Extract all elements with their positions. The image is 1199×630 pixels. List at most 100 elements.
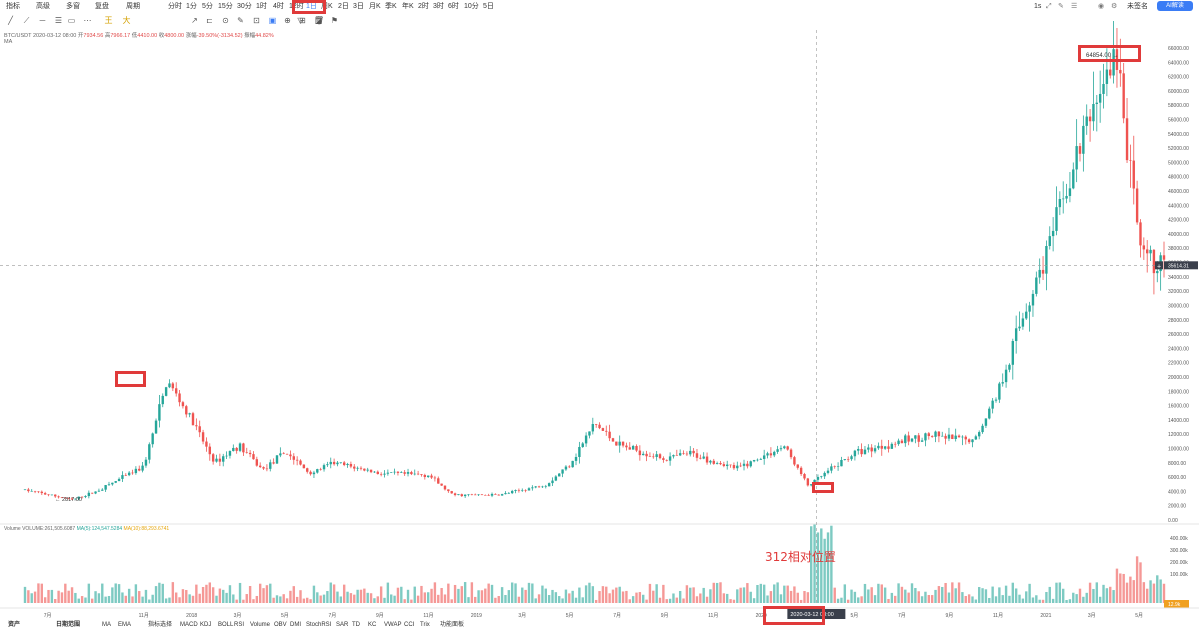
advanced-button[interactable]: 高级: [36, 3, 50, 10]
bottom-tab-12[interactable]: StochRSI: [306, 622, 332, 628]
edit-icon[interactable]: ✎: [1058, 3, 1064, 10]
fib-tool-icon[interactable]: 大: [122, 16, 131, 25]
bottom-tab-10[interactable]: OBV: [274, 622, 287, 628]
candle: [581, 443, 584, 447]
settings-icon[interactable]: ⚙: [1111, 3, 1118, 10]
alert-icon[interactable]: ⚑: [330, 16, 339, 25]
volume-bar: [121, 592, 124, 603]
volume-bar: [584, 585, 588, 603]
price-axis-label: 60000.00: [1168, 89, 1189, 95]
settings-icon[interactable]: ◪: [314, 16, 323, 25]
fib-icon[interactable]: ↗: [191, 16, 198, 25]
chart-settings-icon[interactable]: ☰: [1071, 3, 1078, 10]
bottom-tab-15[interactable]: KC: [368, 622, 377, 628]
visibility-icon[interactable]: ⊕: [284, 16, 291, 25]
interval-1y[interactable]: 年K: [402, 3, 414, 10]
bottom-tab-9[interactable]: Volume: [250, 622, 271, 628]
filter-icon[interactable]: ▽: [297, 16, 304, 25]
volume-title[interactable]: Volume: [4, 526, 21, 532]
account-button[interactable]: 未签名: [1127, 3, 1148, 10]
volume-bar: [1085, 592, 1088, 603]
volume-info: Volume VOLUME:261,505.6087 MA(5):124,547…: [4, 526, 169, 532]
interval-2h[interactable]: 2时: [418, 3, 429, 10]
crosshair-add-button[interactable]: [1155, 261, 1163, 270]
plus-icon[interactable]: +: [1157, 263, 1161, 270]
bottom-tab-8[interactable]: RSI: [234, 622, 245, 628]
volume-bar: [571, 590, 574, 603]
interval-3d[interactable]: 3日: [353, 3, 364, 10]
eraser-icon[interactable]: ⊡: [253, 16, 260, 25]
volume-bar: [756, 584, 759, 603]
period-menu[interactable]: 周期: [126, 3, 140, 10]
bottom-tab-14[interactable]: TD: [352, 622, 360, 628]
interval-12h[interactable]: 12时: [289, 3, 304, 10]
interval-3h[interactable]: 3时: [433, 3, 444, 10]
more-icon[interactable]: ⋯: [83, 16, 92, 25]
delete-icon[interactable]: 🗑: [314, 16, 325, 25]
volume-bar: [390, 594, 393, 603]
candle: [480, 494, 484, 496]
volume-bar: [373, 598, 376, 603]
interval-timeline[interactable]: 分时: [168, 3, 182, 10]
interval-1h[interactable]: 1时: [256, 3, 267, 10]
volume-axis-label: 100.00k: [1170, 572, 1188, 578]
bottom-tab-5[interactable]: MACD: [180, 622, 198, 628]
interval-5m[interactable]: 5分: [202, 3, 213, 10]
language-button[interactable]: 1s: [1034, 3, 1042, 10]
bottom-tab-0[interactable]: 资产: [8, 622, 21, 628]
rectangle-icon[interactable]: ▭: [67, 16, 76, 25]
volume-bar: [433, 582, 437, 603]
bottom-tab-2[interactable]: MA: [102, 622, 111, 628]
time-axis-label: 5月: [1135, 613, 1143, 619]
bottom-tab-17[interactable]: CCI: [404, 622, 415, 628]
ray-tool-icon[interactable]: ⟋: [23, 16, 30, 25]
interval-30m[interactable]: 30分: [237, 3, 252, 10]
channel-icon[interactable]: ☰: [54, 16, 63, 25]
horizontal-line-icon[interactable]: ─: [39, 16, 46, 25]
interval-1d[interactable]: 1日: [306, 3, 317, 10]
interval-1M[interactable]: 月K: [369, 3, 381, 10]
bottom-tab-1[interactable]: 日期范围: [56, 622, 81, 628]
interval-10m[interactable]: 10分: [464, 3, 479, 10]
interval-5d[interactable]: 5日: [483, 3, 494, 10]
interval-1w[interactable]: 周K: [321, 3, 333, 10]
candle: [732, 465, 736, 469]
fullscreen-icon[interactable]: ⤢: [1046, 3, 1052, 10]
interval-15m[interactable]: 15分: [218, 3, 233, 10]
symbol-label[interactable]: BTC/USDT: [4, 33, 32, 39]
brush-icon[interactable]: ⊙: [222, 16, 229, 25]
candle: [836, 466, 840, 467]
candle: [638, 450, 642, 456]
bottom-tab-11[interactable]: DMI: [290, 622, 301, 628]
ai-interpret-button[interactable]: AI解读: [1157, 1, 1193, 11]
indicators-button[interactable]: 指标: [6, 3, 20, 10]
interval-2d[interactable]: 2日: [338, 3, 349, 10]
interval-1m[interactable]: 1分: [186, 3, 197, 10]
volume-bar: [470, 582, 474, 603]
bottom-tab-6[interactable]: KDJ: [200, 622, 212, 628]
replay-button[interactable]: 复盘: [95, 3, 109, 10]
line-tool-icon[interactable]: ╱: [8, 16, 13, 25]
interval-1q[interactable]: 季K: [385, 3, 397, 10]
bottom-tab-7[interactable]: BOLL: [218, 622, 234, 628]
bottom-tab-13[interactable]: SAR: [336, 622, 349, 628]
bottom-tab-16[interactable]: VWAP: [384, 622, 402, 628]
multi-window-button[interactable]: 多窗: [66, 3, 80, 10]
pattern-tool-icon[interactable]: 王: [104, 16, 113, 25]
interval-4h[interactable]: 4时: [273, 3, 284, 10]
camera-icon[interactable]: ◉: [1098, 3, 1105, 10]
candle: [131, 472, 134, 474]
bottom-tab-18[interactable]: Trix: [420, 622, 430, 628]
crosshair-time-badge: [787, 609, 846, 619]
bottom-tab-4[interactable]: 指标选择: [148, 622, 173, 628]
ma-indicator-label[interactable]: MA: [4, 39, 13, 45]
bottom-tab-19[interactable]: 功能面板: [440, 622, 465, 628]
measure-icon[interactable]: ⊏: [206, 16, 213, 25]
bottom-tab-3[interactable]: EMA: [118, 622, 132, 628]
interval-6h[interactable]: 6时: [448, 3, 459, 10]
ruler-icon[interactable]: ✎: [237, 16, 244, 25]
screenshot-icon[interactable]: ⊞: [299, 16, 306, 25]
lock-icon[interactable]: ▣: [268, 16, 277, 25]
time-axis-label: 11月: [708, 613, 718, 619]
